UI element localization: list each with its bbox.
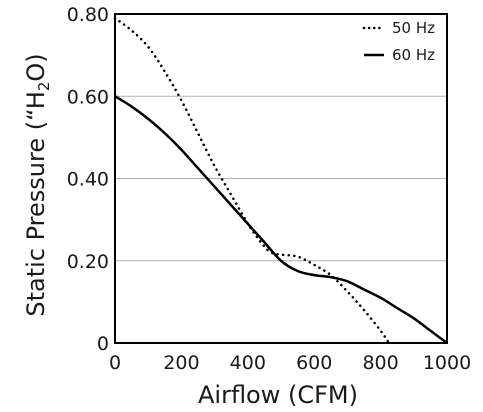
legend-label: 60 Hz — [392, 46, 435, 64]
series-line-60hz — [114, 95, 448, 345]
x-tick-label: 600 — [296, 352, 332, 374]
y-tick-label: 0 — [97, 333, 109, 355]
x-tick-label: 1000 — [423, 352, 471, 374]
series-line-50hz — [113, 16, 391, 345]
y-tick-label: 0.80 — [67, 4, 109, 26]
x-axis-title: Airflow (CFM) — [198, 381, 358, 409]
x-tick-label: 200 — [163, 352, 199, 374]
y-tick-label: 0.40 — [67, 169, 109, 191]
x-tick-labels: 0 200 400 600 800 1000 — [109, 352, 471, 374]
x-tick-label: 0 — [109, 352, 121, 374]
y-axis-title-end: O) — [22, 53, 50, 81]
y-axis-title-subscript: 2 — [35, 82, 53, 92]
y-axis-title-main: Static Pressure (“H — [22, 91, 50, 316]
x-tick-label: 400 — [230, 352, 266, 374]
y-tick-labels: 0 0.20 0.40 0.60 0.80 — [67, 4, 109, 355]
legend-label: 50 Hz — [392, 19, 435, 37]
y-tick-label: 0.60 — [67, 86, 109, 108]
x-tick-label: 800 — [362, 352, 398, 374]
series-lines — [113, 16, 448, 345]
legend: 50 Hz 60 Hz — [362, 19, 435, 64]
y-tick-label: 0.20 — [67, 251, 109, 273]
y-axis-title: Static Pressure (“H2O) — [22, 53, 53, 316]
grid-lines — [115, 95, 447, 262]
plot-frame — [114, 13, 448, 344]
